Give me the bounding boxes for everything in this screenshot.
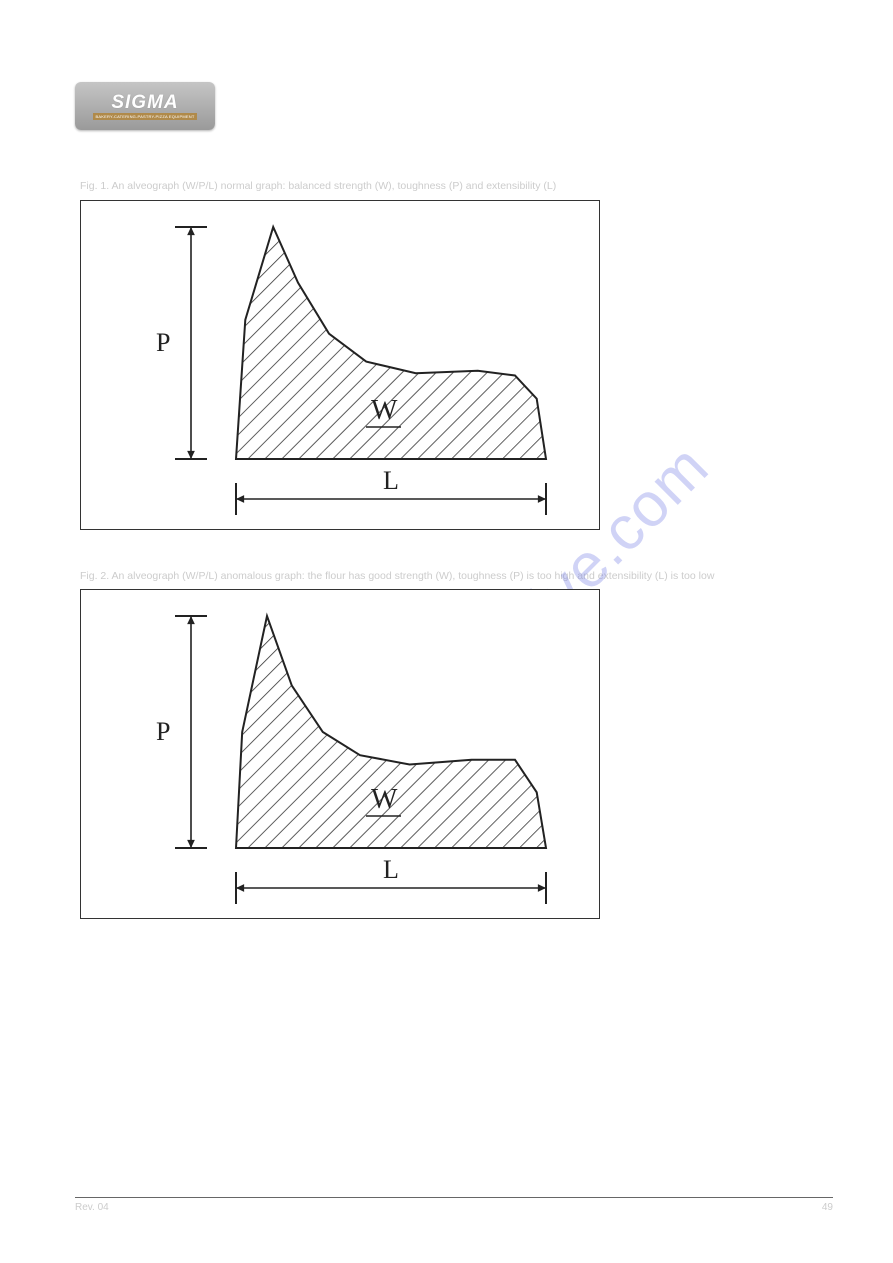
figure-2-block: Fig. 2. An alveograph (W/P/L) anomalous … [80,570,813,920]
brand-logo-tagline: BAKERY-CATERING-PASTRY-PIZZA EQUIPMENT [93,113,196,120]
figure-1-svg: P L W [81,201,600,530]
figure-1-block: Fig. 1. An alveograph (W/P/L) normal gra… [80,180,813,530]
brand-logo-text: SIGMA [111,93,178,112]
figure-1-caption: Fig. 1. An alveograph (W/P/L) normal gra… [80,180,813,194]
svg-text:P: P [156,717,170,746]
figure-2-caption: Fig. 2. An alveograph (W/P/L) anomalous … [80,570,813,584]
svg-text:L: L [383,466,399,495]
svg-text:W: W [371,395,398,426]
figure-2-prefix: Fig. 2. [80,570,112,582]
figure-1-prefix: Fig. 1. [80,180,112,192]
footer-revision: Rev. 04 [75,1202,109,1213]
brand-logo: SIGMA BAKERY-CATERING-PASTRY-PIZZA EQUIP… [75,82,215,130]
figure-1-text: An alveograph (W/P/L) normal graph: bala… [112,180,557,192]
svg-text:P: P [156,328,170,357]
svg-text:L: L [383,855,399,884]
footer-page-number: 49 [822,1202,833,1213]
figure-2-svg: P L W [81,590,600,919]
figure-2-text: An alveograph (W/P/L) anomalous graph: t… [112,570,715,582]
svg-text:W: W [371,784,398,815]
figure-1-frame: P L W [80,200,600,530]
page-footer: Rev. 04 49 [75,1197,833,1213]
page-content: Fig. 1. An alveograph (W/P/L) normal gra… [0,0,893,919]
figure-2-frame: P L W [80,589,600,919]
